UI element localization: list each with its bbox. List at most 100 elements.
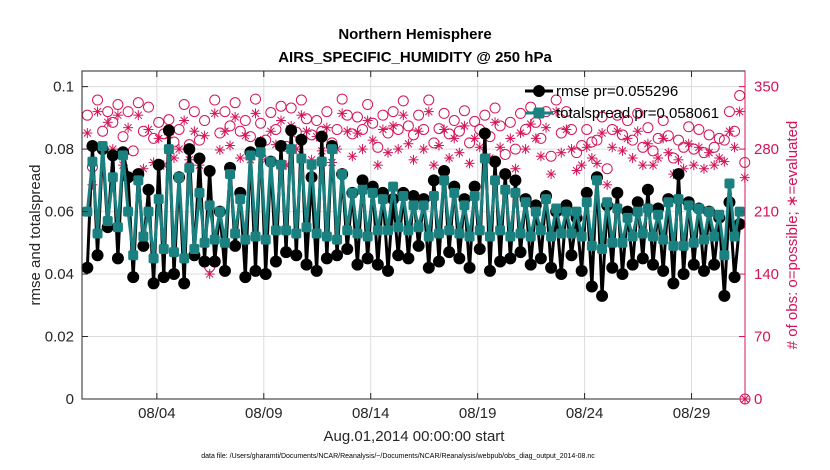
rmse-point [641,183,654,196]
obs-evaluated-point [535,151,546,162]
obs-evaluated-stroke [297,111,306,120]
rmse-point [427,174,440,187]
obs-evaluated-stroke [241,131,250,140]
obs-evaluated-point [704,147,715,158]
obs-evaluated-stroke [277,116,285,125]
obs-evaluated-stroke [455,148,464,157]
obs-evaluated-point [342,126,353,137]
totalspread-point [433,228,444,239]
obs-evaluated-point [663,147,674,158]
obs-possible-point [97,125,109,137]
obs-evaluated-point [464,158,475,169]
obs-evaluated-point [235,153,246,164]
obs-evaluated-point [449,133,460,144]
obs-evaluated-point [658,133,669,144]
obs-evaluated-stroke [134,111,143,120]
x-tick-label: 08/14 [352,405,390,422]
rmse-point [728,271,741,284]
obs-possible-point [703,129,715,141]
obs-evaluated-stroke [465,159,474,168]
totalspread-point [597,244,608,255]
obs-evaluated-stroke [445,154,454,162]
totalspread-point [444,225,455,236]
obs-evaluated-stroke [83,129,92,137]
obs-evaluated-point [112,110,123,121]
obs-evaluated-point [230,111,241,122]
totalspread-point [377,194,388,205]
obs-possible-point [611,109,623,121]
obs-evaluated-stroke [562,125,571,134]
totalspread-point [418,200,429,211]
obs-evaluated-stroke [567,145,576,153]
legend-spread-marker [533,107,545,119]
obs-evaluated-stroke [154,134,163,143]
obs-evaluated-stroke [404,139,413,148]
totalspread-point [265,156,276,167]
obs-evaluated-stroke [348,152,357,161]
obs-evaluated-stroke [373,161,382,170]
rmse-point [127,271,140,284]
rmse-point [392,249,405,262]
obs-possible-point [362,98,374,110]
obs-evaluated-stroke [231,113,239,121]
rmse-point [575,264,588,277]
obs-evaluated-stroke [475,143,484,152]
totalspread-point [709,231,720,242]
obs-evaluated-point [556,147,567,158]
obs-evaluated-stroke [343,127,352,136]
obs-evaluated-stroke [689,161,698,170]
obs-evaluated-point [622,133,633,144]
rmse-point [269,255,282,268]
obs-evaluated-point [627,153,638,164]
totalspread-point [87,156,98,167]
totalspread-point [214,206,225,217]
obs-evaluated-point [240,130,251,141]
obs-possible-point [647,145,659,157]
totalspread-point [581,197,592,208]
obs-evaluated-stroke [684,139,693,148]
obs-possible-point [718,134,730,146]
obs-evaluated-stroke [414,127,423,136]
rmse-point [478,127,491,140]
obs-possible-point [683,121,695,133]
totalspread-point [128,250,139,261]
totalspread-point [306,159,317,170]
obs-evaluated-stroke [506,134,515,143]
obs-evaluated-stroke [144,125,153,134]
obs-evaluated-stroke [552,107,561,116]
totalspread-point [398,190,409,201]
rmse-point [300,258,313,271]
obs-evaluated-stroke [266,127,275,136]
legend-rmse-marker [533,85,545,97]
totalspread-point [347,187,358,198]
rmse-point [677,268,690,281]
y-right-tick-label: 350 [754,79,779,96]
rmse-point [320,252,333,265]
obs-possible-point [581,123,593,135]
totalspread-point [316,156,327,167]
obs-evaluated-point [423,106,434,117]
rmse-point [494,255,507,268]
obs-evaluated-point [510,163,521,174]
obs-possible-point [469,115,481,127]
obs-possible-point [586,136,598,148]
totalspread-point [255,147,266,158]
obs-evaluated-point [454,147,465,158]
rmse-point [438,164,451,177]
obs-possible-point [413,109,425,121]
obs-possible-point [372,141,384,153]
totalspread-point [607,237,618,248]
obs-evaluated-stroke [659,134,668,143]
obs-evaluated-stroke [496,143,504,152]
obs-evaluated-point [612,126,623,137]
obs-evaluated-point [439,124,450,135]
obs-possible-point [560,106,572,118]
rmse-point [249,264,262,277]
obs-evaluated-point [617,145,628,156]
obs-evaluated-stroke [190,127,199,136]
rmse-point [580,186,593,199]
totalspread-point [642,203,653,214]
totalspread-point [281,225,292,236]
obs-evaluated-stroke [730,143,739,152]
obs-evaluated-stroke [210,109,219,118]
